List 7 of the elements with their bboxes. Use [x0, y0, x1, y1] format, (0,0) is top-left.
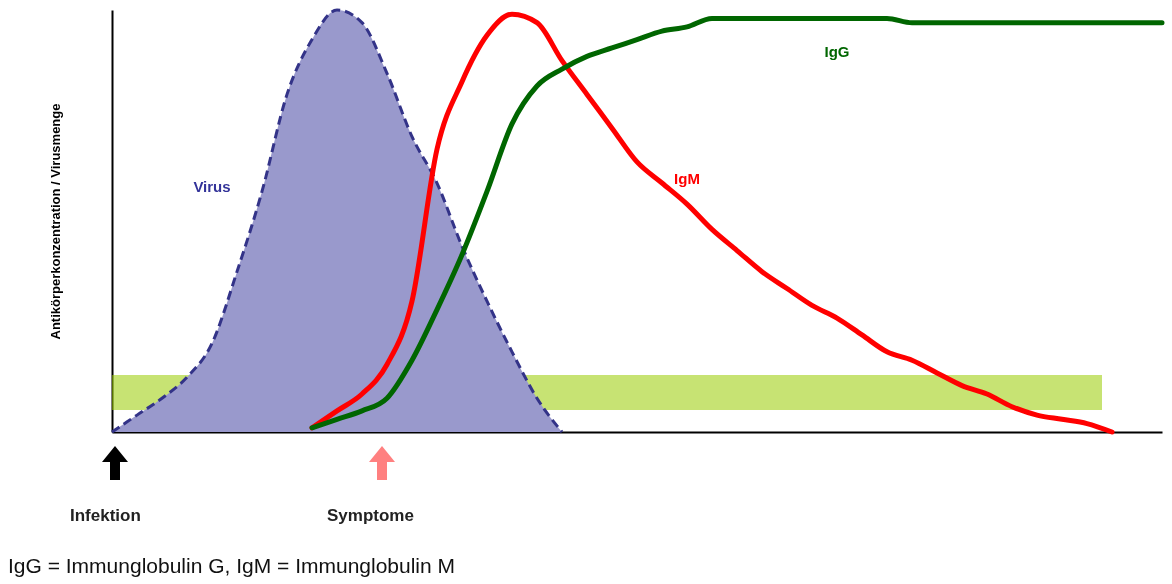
series-label: Virus — [193, 178, 231, 196]
y-axis-title: Antikörperkonzentration / Virusmenge — [47, 103, 63, 340]
series-label: IgM — [674, 169, 700, 187]
text: Symptome — [327, 506, 414, 526]
series-label: IgG — [824, 43, 850, 61]
text: IgG = Immunglobulin G, IgM = Immunglobulin M — [8, 554, 456, 578]
text: Infektion — [70, 506, 141, 526]
